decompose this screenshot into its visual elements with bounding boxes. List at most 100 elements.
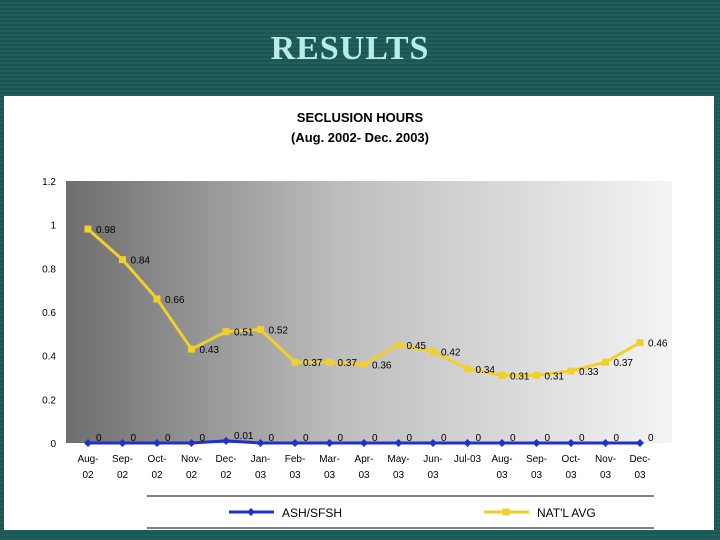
data-point (291, 439, 299, 447)
chart-title: SECLUSION HOURS (297, 110, 424, 125)
chart-subtitle: (Aug. 2002- Dec. 2003) (291, 130, 429, 145)
x-tick-label-year: 03 (531, 470, 543, 481)
data-point (188, 345, 195, 353)
x-tick-label-year: 02 (151, 470, 163, 481)
data-label: 0.37 (338, 358, 358, 369)
x-tick-label: Feb- (285, 454, 306, 465)
data-point (325, 439, 334, 447)
data-point (498, 371, 506, 379)
data-label: 0 (579, 433, 585, 444)
legend-label: NAT'L AVG (537, 506, 596, 520)
x-tick-label: Dec- (629, 454, 650, 465)
data-point (222, 436, 230, 445)
x-tick-label: May- (387, 454, 409, 465)
data-label: 0.01 (234, 431, 254, 442)
data-point (153, 439, 161, 447)
data-point (602, 358, 609, 366)
x-tick-label-year: 02 (82, 470, 94, 481)
data-point (256, 439, 265, 447)
x-tick-label: Jul-03 (454, 454, 482, 465)
x-tick-label: Sep- (526, 454, 547, 465)
data-label: 0.33 (579, 367, 599, 378)
data-label: 0 (131, 433, 137, 444)
data-point (498, 439, 506, 447)
data-point (429, 347, 437, 355)
x-tick-label: Mar- (319, 454, 340, 465)
data-label: 0.34 (476, 365, 496, 376)
x-tick-label-year: 02 (117, 470, 129, 481)
data-label: 0 (269, 433, 275, 444)
data-label: 0 (476, 433, 482, 444)
data-point (395, 341, 402, 349)
data-point (187, 439, 196, 447)
data-label: 0 (441, 433, 447, 444)
plot-area (66, 181, 672, 443)
y-tick-label: 1 (50, 221, 56, 232)
y-tick-label: 0.6 (42, 308, 56, 319)
x-tick-label: Dec- (215, 454, 236, 465)
data-point (463, 439, 472, 447)
data-point (601, 439, 610, 447)
data-label: 0.52 (269, 325, 289, 336)
x-tick-label: Jan- (251, 454, 270, 465)
y-tick-label: 0.2 (42, 395, 56, 406)
data-label: 0.37 (614, 358, 634, 369)
data-point (222, 328, 230, 336)
y-tick-label: 0 (50, 439, 56, 450)
x-tick-label: Jun- (423, 454, 442, 465)
data-point (636, 339, 644, 347)
data-point (84, 439, 92, 447)
data-point (464, 365, 471, 373)
x-tick-label-year: 03 (634, 470, 646, 481)
data-label: 0 (545, 433, 551, 444)
data-point (118, 439, 127, 447)
legend-marker (502, 508, 510, 516)
x-tick-label: Aug- (491, 454, 512, 465)
data-label: 0 (338, 433, 344, 444)
data-label: 0.31 (510, 371, 530, 382)
data-point (533, 371, 540, 379)
data-label: 0.31 (545, 371, 565, 382)
data-point (567, 439, 575, 447)
x-tick-label-year: 03 (289, 470, 301, 481)
data-point (360, 360, 368, 368)
data-label: 0 (96, 433, 102, 444)
x-tick-label-year: 03 (358, 470, 370, 481)
data-label: 0.43 (200, 345, 220, 356)
data-label: 0 (510, 433, 516, 444)
data-point (567, 367, 575, 375)
data-point (153, 295, 161, 303)
x-tick-label-year: 03 (427, 470, 439, 481)
data-label: 0.66 (165, 295, 185, 306)
x-tick-label-year: 02 (220, 470, 232, 481)
data-point (360, 439, 368, 447)
x-tick-label: Oct- (562, 454, 581, 465)
y-tick-label: 0.8 (42, 264, 56, 275)
x-tick-label-year: 03 (496, 470, 508, 481)
x-tick-label: Nov- (595, 454, 616, 465)
x-tick-label-year: 03 (324, 470, 336, 481)
data-label: 0.42 (441, 347, 461, 358)
data-point (532, 439, 541, 447)
data-point (326, 358, 333, 366)
data-label: 0 (200, 433, 206, 444)
x-tick-label: Aug- (77, 454, 98, 465)
data-label: 0 (372, 433, 378, 444)
slide-title: RESULTS (270, 30, 430, 67)
x-tick-label: Apr- (355, 454, 374, 465)
data-label: 0 (165, 433, 171, 444)
data-label: 0.98 (96, 225, 116, 236)
data-label: 0 (648, 433, 654, 444)
data-label: 0.36 (372, 360, 392, 371)
x-tick-label: Nov- (181, 454, 202, 465)
x-tick-label-year: 02 (186, 470, 198, 481)
y-tick-label: 1.2 (42, 177, 56, 188)
data-label: 0.46 (648, 339, 668, 350)
data-point (636, 439, 644, 447)
x-tick-label-year: 03 (565, 470, 577, 481)
data-point (394, 439, 403, 447)
data-point (429, 439, 437, 447)
y-tick-label: 0.4 (42, 352, 56, 363)
x-tick-label-year: 03 (600, 470, 612, 481)
legend-label: ASH/SFSH (282, 506, 342, 520)
